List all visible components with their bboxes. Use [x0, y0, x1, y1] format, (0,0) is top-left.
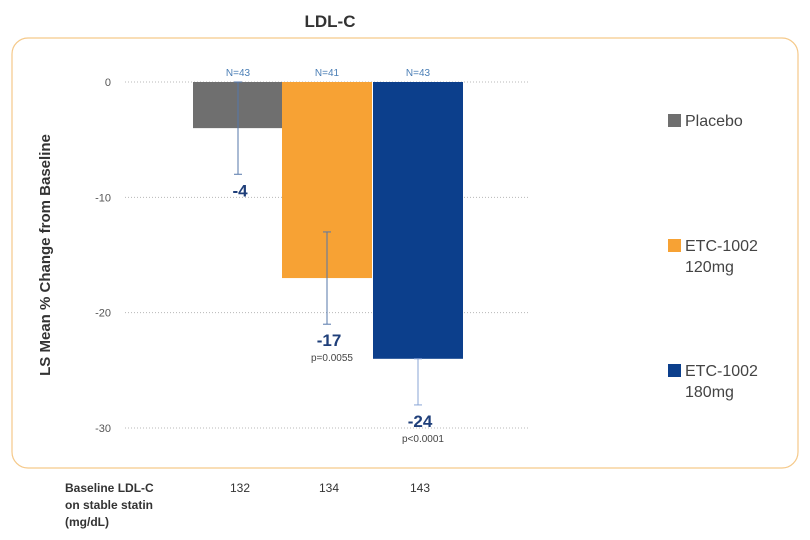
legend-swatch	[668, 239, 681, 252]
baseline-label: Baseline LDL-C	[65, 481, 154, 495]
n-label: N=43	[406, 68, 431, 79]
value-label: -4	[232, 181, 248, 200]
y-tick-label: 0	[105, 77, 111, 89]
baseline-value: 132	[230, 481, 250, 495]
p-value-label: p<0.0001	[402, 434, 444, 445]
bar	[373, 82, 463, 359]
legend-label: 180mg	[685, 384, 734, 401]
legend-swatch	[668, 114, 681, 127]
baseline-label: on stable statin	[65, 498, 153, 512]
baseline-label: (mg/dL)	[65, 515, 109, 529]
baseline-value: 143	[410, 481, 430, 495]
y-tick-label: -20	[95, 308, 111, 320]
chart-frame	[11, 37, 799, 469]
chart-title: LDL-C	[305, 12, 356, 31]
legend-label: 120mg	[685, 259, 734, 276]
n-label: N=41	[315, 68, 340, 79]
value-label: -17	[317, 331, 342, 350]
baseline-value: 134	[319, 481, 339, 495]
legend-swatch	[668, 364, 681, 377]
legend-label: ETC-1002	[685, 238, 758, 255]
baseline-row: Baseline LDL-C on stable statin (mg/dL) 132…	[65, 481, 430, 529]
y-tick-label: -30	[95, 423, 111, 435]
plot-area: 0 -10 -20 -30 N=43 -4 N=41 -17 p=0.0055 N=43 -24 p<…	[95, 68, 530, 445]
value-label: -24	[408, 412, 433, 431]
y-axis-label: LS Mean % Change from Baseline	[37, 134, 54, 376]
legend-label: Placebo	[685, 113, 743, 130]
legend-label: ETC-1002	[685, 363, 758, 380]
p-value-label: p=0.0055	[311, 353, 353, 364]
y-tick-label: -10	[95, 192, 111, 204]
n-label: N=43	[226, 68, 251, 79]
legend: Placebo ETC-1002 120mg ETC-1002 180mg	[668, 113, 758, 401]
